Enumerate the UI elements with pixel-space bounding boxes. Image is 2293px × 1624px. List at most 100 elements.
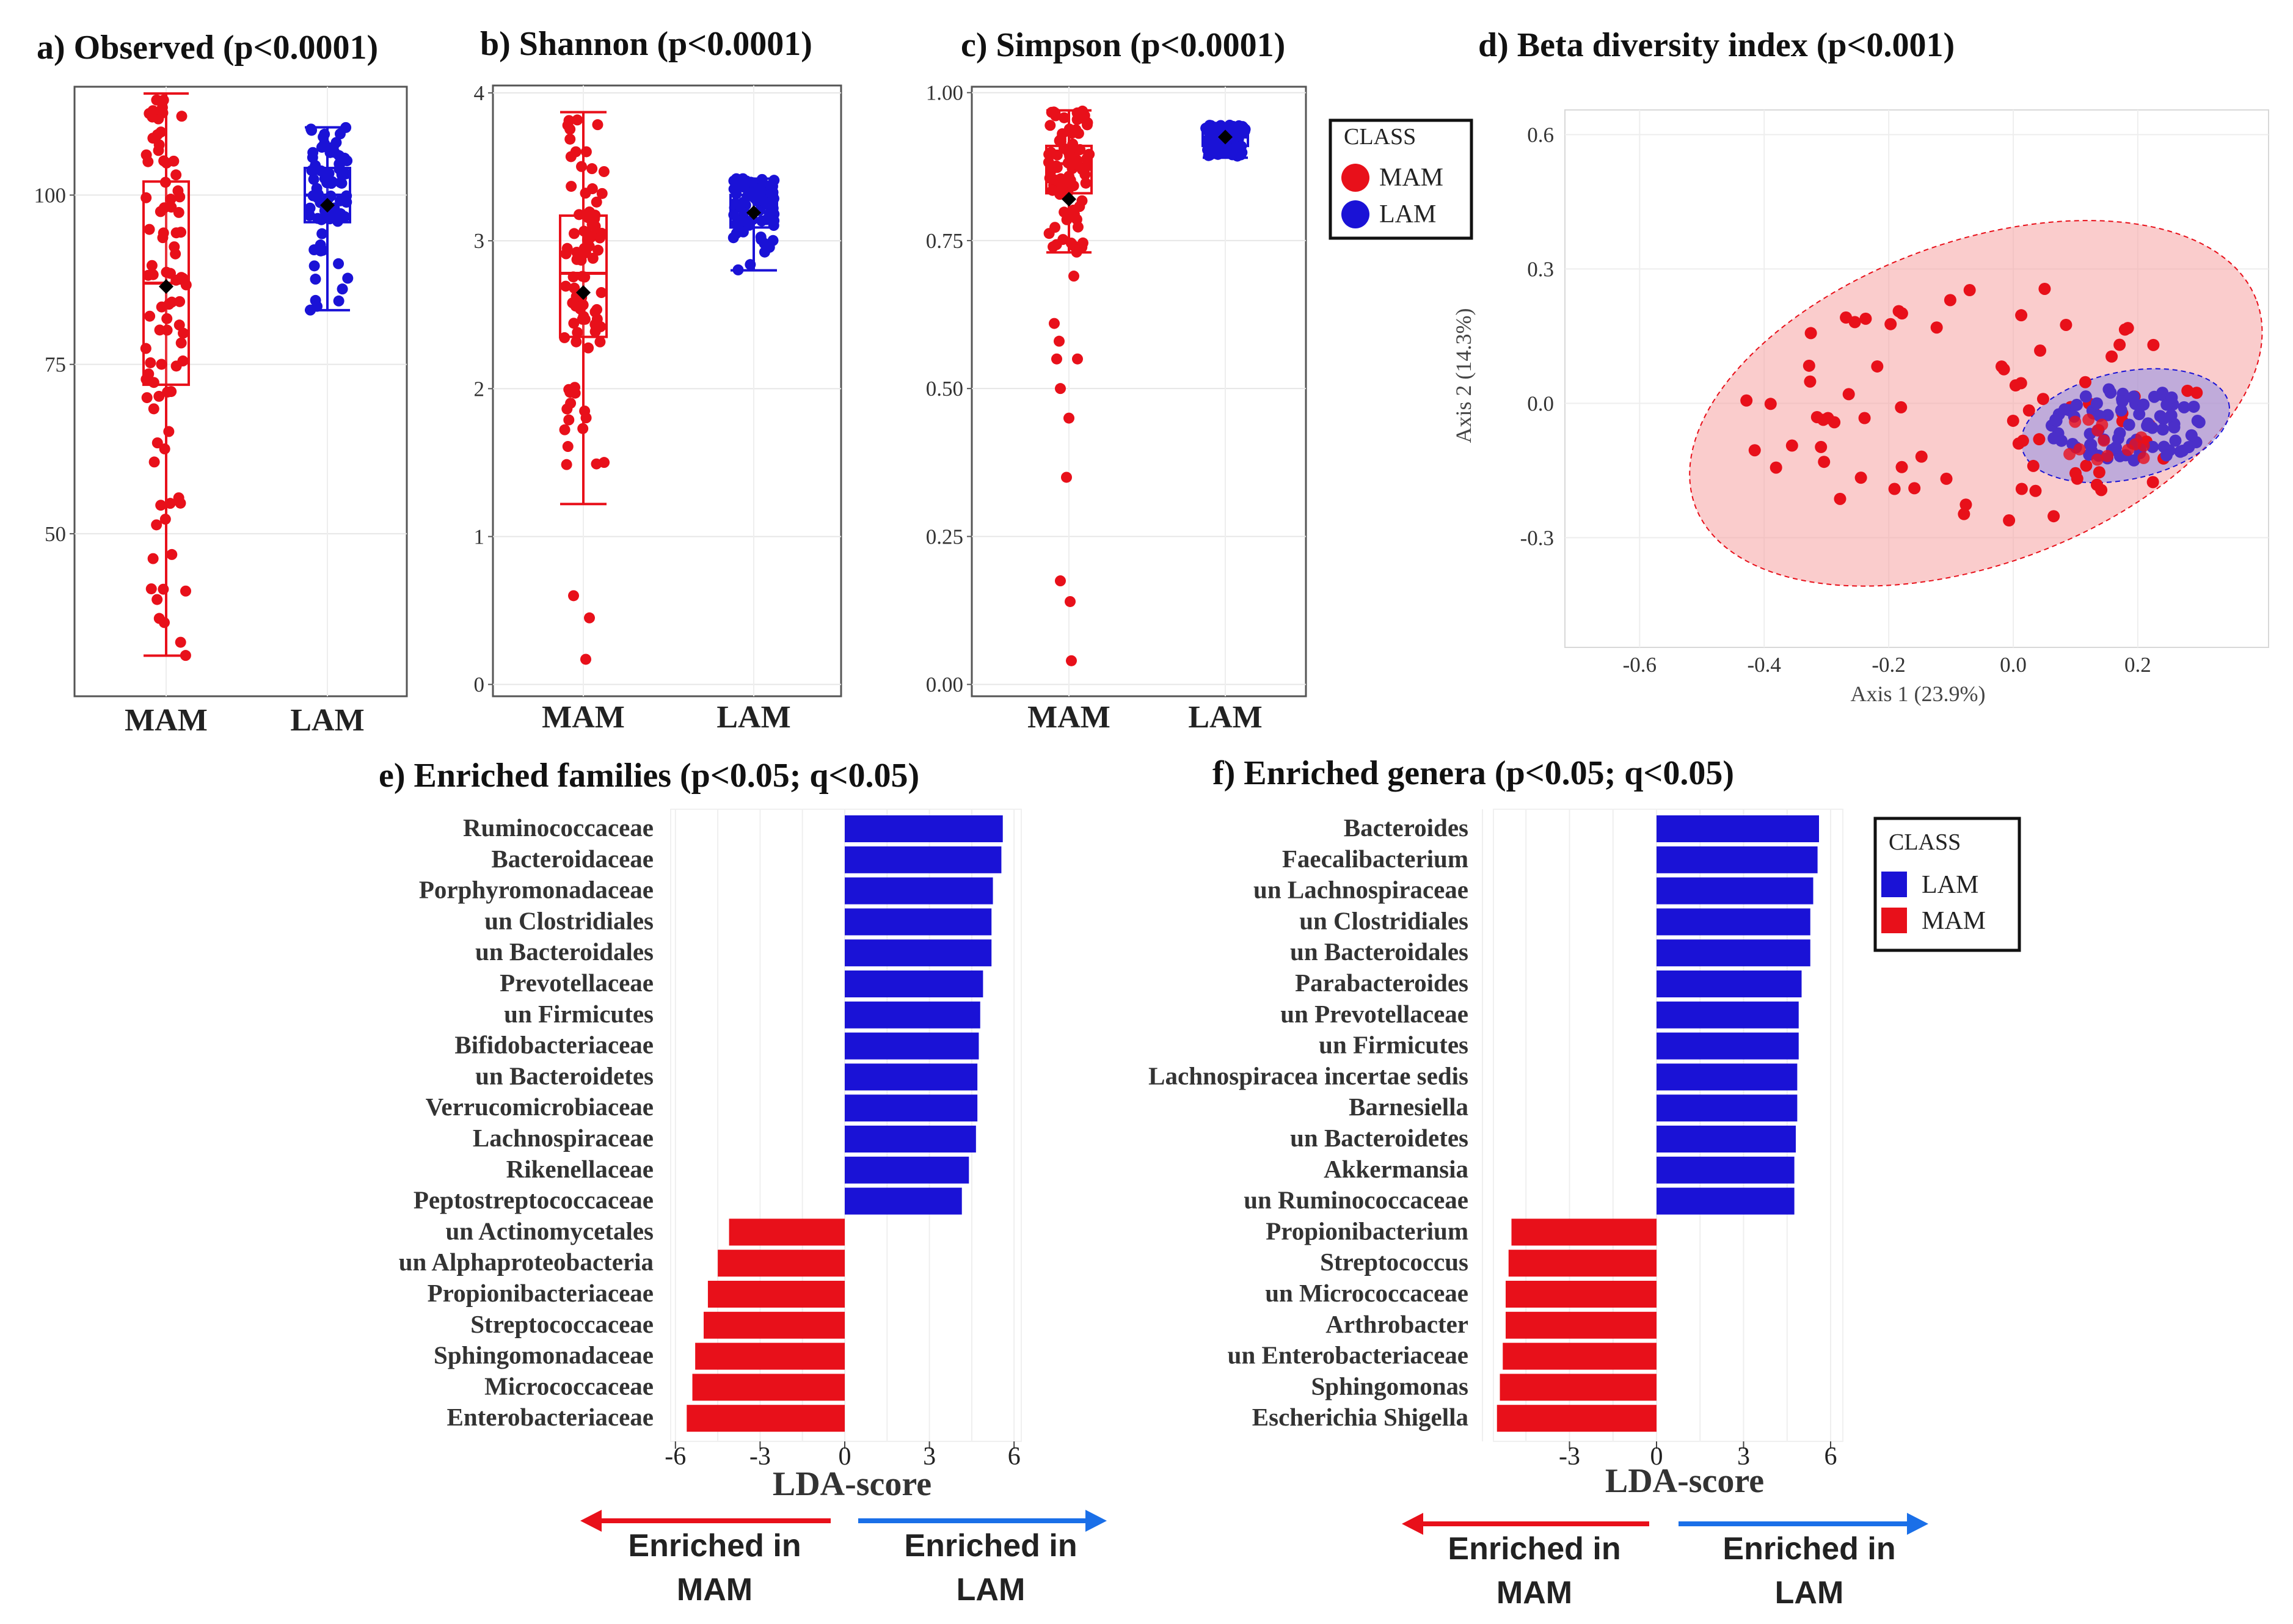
simpson-mam-point [1059, 112, 1070, 123]
simpson-ytick-label: 1.00 [926, 81, 963, 105]
beta-point-mam [1930, 321, 1943, 334]
shannon-mam-point [567, 271, 579, 283]
arrow-left-mam-head [580, 1510, 602, 1532]
genera-bar [1508, 1250, 1657, 1277]
families-bar [845, 1126, 976, 1152]
families-bar-label: Enterobacteriaceae [447, 1403, 654, 1431]
shannon-mam-point [591, 196, 602, 208]
beta-point-mam [1859, 312, 1872, 325]
families-bar [687, 1405, 845, 1432]
observed-mam-point [163, 426, 175, 437]
simpson-mam-point [1082, 117, 1093, 128]
beta-point-mam [2069, 415, 2082, 428]
simpson-mam-outlier [1066, 655, 1077, 666]
simpson-mam-point [1043, 156, 1054, 168]
families-bar [845, 846, 1002, 873]
beta-plot-area: -0.6 -0.4 -0.2 0.0 0.2 -0.3 0.0 0.3 0.6 [1520, 110, 2269, 677]
beta-xtick-label: 0.2 [2124, 653, 2151, 677]
simpson-mam-point [1071, 114, 1083, 125]
observed-mam-point [158, 202, 170, 214]
observed-plot-frame [73, 86, 408, 697]
families-bar-label: Propionibacteriaceae [428, 1279, 654, 1307]
shannon-mam-point [571, 336, 582, 348]
beta-point-mam [1821, 412, 1834, 424]
shannon-mam-point [563, 414, 575, 426]
beta-ytick-label: -0.3 [1520, 526, 1554, 550]
simpson-lam-point [1227, 149, 1239, 161]
families-xtick-label: 6 [1008, 1443, 1021, 1471]
observed-mam-point [146, 260, 158, 271]
observed-mam-point [157, 232, 169, 244]
observed-mam-mean-marker [159, 279, 173, 294]
families-bar-label: Micrococcaceae [484, 1372, 654, 1400]
beta-point-lam [2185, 429, 2198, 442]
observed-mam-point [170, 169, 182, 181]
observed-mam-point [159, 514, 171, 525]
genera-bar [1657, 1094, 1798, 1122]
beta-point-mam [2047, 510, 2060, 523]
observed-lam-point [333, 295, 344, 307]
beta-point-mam [1840, 311, 1853, 324]
beta-point-mam [1834, 492, 1846, 505]
simpson-mam-outlier [1051, 353, 1062, 365]
observed-mam-point [148, 456, 160, 468]
arrow-right-lam-head [1085, 1510, 1107, 1532]
observed-mam-point [155, 500, 167, 511]
families-bar-label: un Bacteroidetes [475, 1061, 654, 1090]
legend-box-mam-label: MAM [1379, 164, 1443, 192]
beta-point-lam [2104, 386, 2117, 399]
beta-point-mam [2029, 484, 2042, 497]
shannon-lam-point [728, 175, 740, 187]
observed-mam-point [156, 359, 167, 370]
observed-lam-point [316, 228, 328, 239]
legend-mam-swatch [1341, 164, 1369, 192]
beta-ytick-label: 0.3 [1527, 257, 1554, 281]
panel-enriched-genera: f) Enriched genera (p<0.05; q<0.05) Bact… [1148, 754, 1843, 1500]
genera-direction-arrows: Enriched in MAM Enriched in LAM [1402, 1513, 1928, 1611]
shannon-lam-point [767, 181, 778, 192]
observed-lam-point [341, 155, 353, 167]
observed-mam-point [175, 337, 187, 349]
observed-lam-point [337, 283, 348, 295]
observed-mam-point [178, 327, 189, 339]
shannon-mam-point [562, 441, 574, 453]
simpson-mam-outlier [1049, 318, 1060, 329]
beta-point-mam [1748, 444, 1761, 457]
legend-box-lam-label: LAM [1379, 200, 1436, 228]
observed-mam-point [173, 492, 184, 504]
genera-bar-label: Streptococcus [1320, 1248, 1468, 1276]
beta-point-mam [2069, 467, 2082, 479]
beta-point-mam [1871, 360, 1884, 373]
beta-point-lam [2115, 404, 2127, 417]
genera-xlabel: LDA-score [1605, 1462, 1764, 1500]
beta-point-lam [2070, 398, 2083, 411]
legend-lam-swatch [1341, 200, 1369, 228]
observed-mam-point [153, 139, 165, 151]
beta-point-mam [2022, 404, 2035, 417]
beta-point-lam [2127, 454, 2140, 467]
genera-bar-label: Propionibacterium [1266, 1217, 1468, 1245]
observed-lam-point [312, 213, 324, 224]
observed-lam-point [324, 213, 335, 225]
shannon-ytick-label: 3 [474, 229, 485, 253]
genera-bar [1503, 1342, 1657, 1370]
shannon-mam-point [568, 318, 580, 329]
shannon-mam-point [569, 282, 580, 294]
simpson-ytick-label: 0.00 [926, 673, 963, 697]
observed-mam-point [168, 155, 180, 167]
simpson-lam-point [1200, 122, 1212, 134]
beta-point-mam [1940, 472, 1953, 485]
simpson-mam-outlier [1072, 353, 1083, 365]
shannon-mam-point [576, 161, 588, 172]
beta-point-lam [2113, 427, 2126, 440]
genera-bar [1657, 908, 1810, 936]
observed-ytick-label: 100 [34, 183, 67, 207]
shannon-mam-point [592, 244, 604, 256]
observed-xcat-lam: LAM [290, 703, 364, 738]
panel-shannon: b) Shannon (p<0.0001) 0 1 2 3 4 MAM LAM [474, 25, 842, 735]
panel-beta-diversity: d) Beta diversity index (p<0.001) -0.6 -0… [1451, 26, 2269, 706]
observed-lam-point [317, 141, 329, 153]
simpson-lam-point [1207, 131, 1219, 142]
genera-bar [1657, 1126, 1796, 1152]
